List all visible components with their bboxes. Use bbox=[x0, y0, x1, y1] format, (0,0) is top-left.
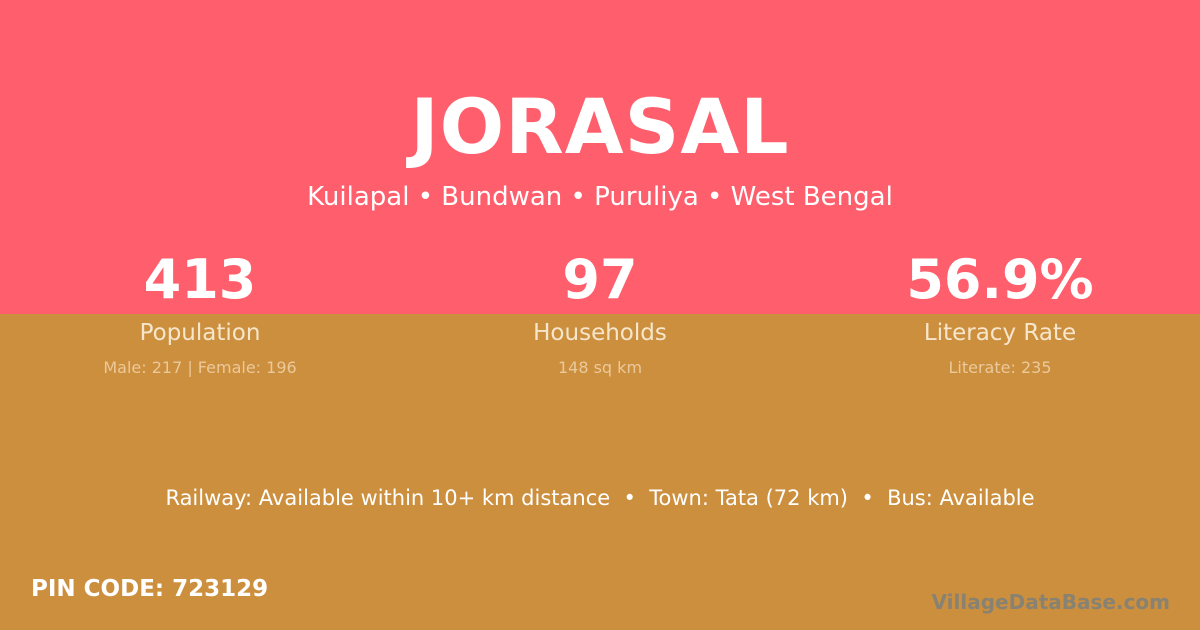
location-breadcrumb: Kuilapal • Bundwan • Puruliya • West Ben… bbox=[307, 182, 893, 212]
stat-value: 413 bbox=[143, 248, 257, 311]
stat-label: Literacy Rate bbox=[923, 320, 1077, 346]
village-title: JORASAL bbox=[410, 82, 790, 171]
stat-literacy: 56.9% Literacy Rate Literate: 235 bbox=[800, 248, 1200, 377]
stat-detail: Male: 217 | Female: 196 bbox=[103, 358, 297, 377]
accessibility-info: Railway: Available within 10+ km distanc… bbox=[165, 486, 1035, 510]
stat-detail: Literate: 235 bbox=[948, 358, 1052, 377]
stat-population: 413 Population Male: 217 | Female: 196 bbox=[0, 248, 400, 377]
stat-value: 97 bbox=[562, 248, 638, 311]
stat-value: 56.9% bbox=[906, 248, 1094, 311]
stat-label: Households bbox=[533, 320, 667, 346]
stat-label: Population bbox=[139, 320, 261, 346]
watermark: VillageDataBase.com bbox=[931, 590, 1170, 614]
stat-detail: 148 sq km bbox=[557, 358, 643, 377]
pin-code: PIN CODE: 723129 bbox=[31, 576, 269, 602]
header-band bbox=[0, 0, 1200, 314]
stat-households: 97 Households 148 sq km bbox=[400, 248, 800, 377]
